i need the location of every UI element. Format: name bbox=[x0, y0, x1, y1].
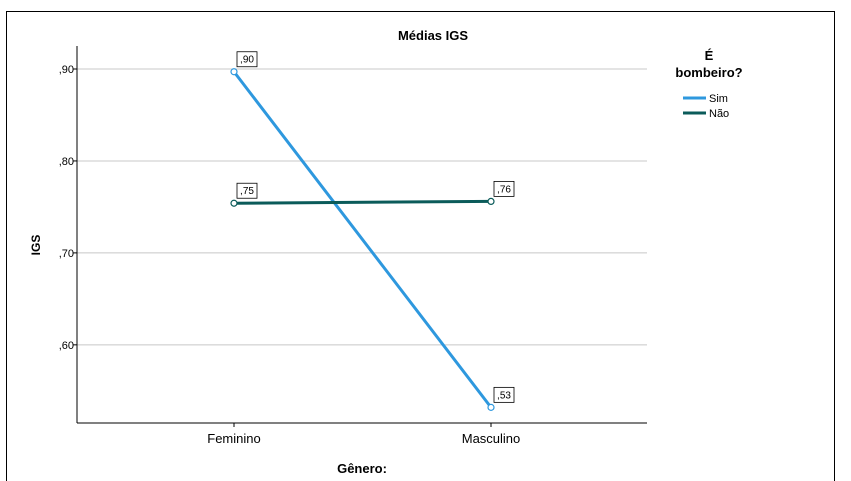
data-label-nao-0: ,75 bbox=[240, 186, 254, 197]
point-sim-0 bbox=[230, 68, 238, 76]
legend-title-line-1: É bbox=[705, 48, 714, 63]
data-label-box-nao-1 bbox=[493, 180, 515, 197]
y-tick-label-0: ,60 bbox=[59, 340, 74, 352]
x-tick-label-feminino: Feminino bbox=[207, 431, 260, 446]
series-line-nao bbox=[232, 199, 493, 205]
legend-label-sim: Sim bbox=[709, 93, 728, 105]
series-line-sim bbox=[232, 70, 493, 409]
data-label-box-nao-0 bbox=[236, 182, 258, 199]
legend-label-nao: Não bbox=[709, 108, 729, 120]
data-label-sim-0: ,90 bbox=[240, 55, 254, 66]
series-layer: ,90 ,53 ,75 ,76 bbox=[230, 51, 515, 411]
y-axis-label: IGS bbox=[29, 235, 43, 256]
legend: É bombeiro? Sim Não bbox=[675, 48, 742, 120]
legend-title-line-2: bombeiro? bbox=[675, 65, 742, 80]
axes bbox=[76, 46, 647, 424]
x-axis-label: Gênero: bbox=[337, 461, 387, 476]
data-label-sim-1: ,53 bbox=[497, 390, 511, 401]
chart-title: Médias IGS bbox=[398, 28, 468, 43]
series-nao: ,75 ,76 bbox=[230, 180, 515, 207]
legend-items: Sim Não bbox=[683, 93, 729, 120]
y-axis-ticks: ,60 ,70 ,80 ,90 bbox=[59, 64, 77, 352]
point-sim-1 bbox=[487, 403, 495, 411]
data-label-box-sim-0 bbox=[236, 51, 258, 68]
y-tick-label-1: ,70 bbox=[59, 248, 74, 260]
series-sim: ,90 ,53 bbox=[230, 51, 515, 411]
data-label-box-sim-1 bbox=[493, 386, 515, 403]
point-nao-1 bbox=[487, 197, 495, 205]
gridlines bbox=[77, 68, 647, 346]
y-tick-label-2: ,80 bbox=[59, 156, 74, 168]
x-axis-ticks: Feminino Masculino bbox=[207, 423, 520, 446]
x-tick-label-masculino: Masculino bbox=[462, 431, 521, 446]
point-nao-0 bbox=[230, 199, 238, 207]
data-label-nao-1: ,76 bbox=[497, 184, 511, 195]
chart-frame bbox=[6, 11, 835, 481]
y-tick-label-3: ,90 bbox=[59, 64, 74, 76]
